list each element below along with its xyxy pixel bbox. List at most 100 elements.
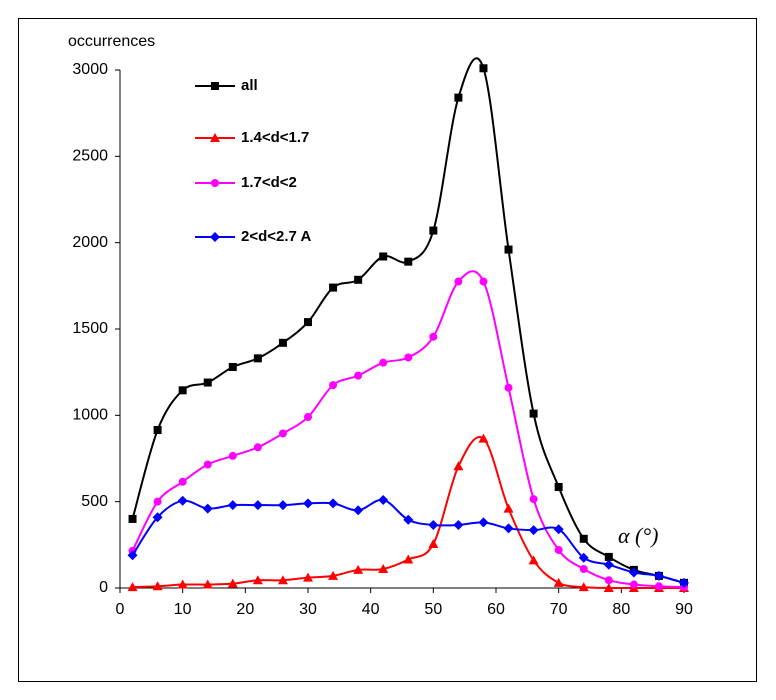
annotation: α (°): [618, 523, 659, 548]
marker: [504, 245, 513, 254]
marker: [177, 495, 188, 506]
marker: [528, 555, 539, 565]
marker: [227, 578, 238, 588]
x-tick-label: 0: [116, 601, 125, 618]
marker: [252, 500, 263, 511]
legend-label: 2<d<2.7 A: [241, 228, 311, 245]
x-tick-label: 40: [362, 601, 380, 618]
marker: [228, 362, 237, 371]
marker: [128, 514, 137, 523]
marker: [579, 534, 588, 543]
marker: [202, 503, 213, 514]
y-axis-label: occurrences: [68, 33, 155, 50]
marker: [553, 577, 564, 587]
marker: [578, 582, 589, 592]
marker: [277, 500, 288, 511]
marker: [203, 460, 212, 469]
marker: [152, 581, 163, 591]
marker: [178, 386, 187, 395]
marker: [453, 519, 464, 530]
marker: [479, 64, 488, 73]
marker: [203, 378, 212, 387]
y-tick-label: 1500: [72, 320, 108, 337]
marker: [553, 524, 564, 535]
marker: [529, 409, 538, 418]
marker: [253, 443, 262, 452]
marker: [404, 353, 413, 362]
marker: [454, 93, 463, 102]
marker: [378, 494, 389, 505]
marker: [528, 525, 539, 536]
marker: [603, 559, 614, 570]
series-line: [132, 436, 684, 590]
marker: [354, 275, 363, 284]
x-tick-label: 90: [675, 601, 693, 618]
x-tick-label: 80: [612, 601, 630, 618]
marker: [579, 565, 588, 574]
marker: [379, 252, 388, 261]
marker: [504, 383, 513, 392]
marker: [603, 583, 614, 592]
x-tick-label: 30: [299, 601, 317, 618]
marker: [629, 580, 638, 589]
marker: [628, 567, 639, 578]
marker: [453, 461, 464, 471]
marker: [428, 538, 439, 548]
legend-label: 1.7<d<2: [241, 174, 297, 191]
marker: [654, 582, 663, 591]
marker: [403, 514, 414, 525]
legend-label: 1.4<d<1.7: [241, 129, 309, 146]
marker: [478, 517, 489, 528]
marker: [211, 82, 219, 90]
marker: [604, 552, 613, 561]
y-tick-label: 0: [99, 579, 108, 596]
marker: [353, 564, 364, 574]
marker: [404, 257, 413, 266]
y-tick-label: 2500: [72, 148, 108, 165]
y-tick-label: 2000: [72, 234, 108, 251]
marker: [211, 179, 219, 187]
marker: [278, 338, 287, 347]
marker: [303, 572, 313, 582]
marker: [329, 381, 338, 390]
marker: [379, 358, 388, 367]
marker: [227, 500, 238, 511]
marker: [503, 503, 514, 513]
marker: [329, 283, 338, 292]
marker: [353, 505, 364, 516]
x-tick-label: 20: [236, 601, 254, 618]
marker: [429, 226, 438, 235]
marker: [127, 550, 138, 561]
marker: [604, 576, 613, 585]
marker: [529, 495, 538, 504]
y-tick-label: 500: [81, 493, 108, 510]
marker: [378, 564, 389, 574]
marker: [354, 371, 363, 380]
marker: [503, 523, 514, 534]
marker: [152, 512, 163, 523]
x-tick-label: 70: [550, 601, 568, 618]
marker: [202, 579, 213, 589]
marker: [428, 519, 439, 530]
marker: [304, 413, 312, 422]
x-tick-label: 60: [487, 601, 505, 618]
legend-label: all: [241, 77, 258, 94]
marker: [479, 277, 488, 286]
marker: [253, 354, 262, 363]
marker: [177, 579, 188, 589]
frame: [18, 18, 757, 682]
marker: [210, 232, 220, 242]
marker: [178, 477, 187, 486]
marker: [478, 433, 489, 443]
marker: [304, 318, 312, 327]
marker: [127, 582, 138, 592]
marker: [210, 133, 220, 142]
marker: [328, 498, 339, 509]
x-tick-label: 10: [174, 601, 192, 618]
y-tick-label: 1000: [72, 407, 108, 424]
x-tick-label: 50: [424, 601, 442, 618]
marker: [328, 570, 339, 580]
marker: [403, 554, 414, 564]
